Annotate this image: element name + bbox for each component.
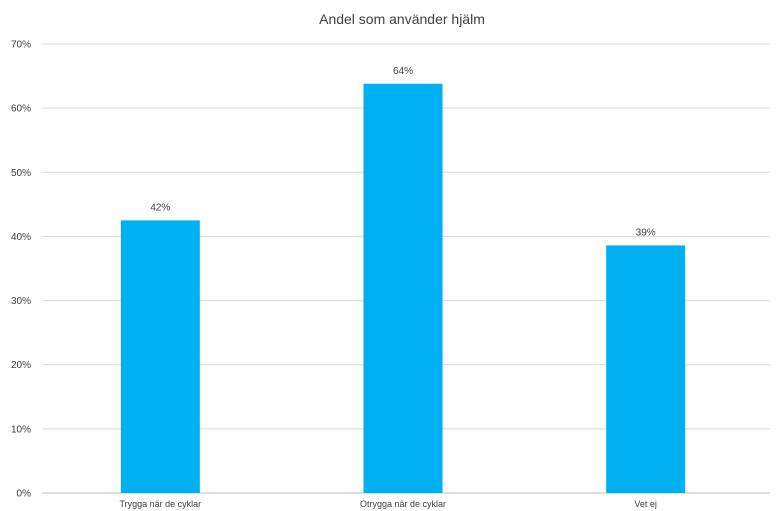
x-category-label: Vet ej bbox=[634, 499, 657, 509]
y-tick-label: 30% bbox=[11, 296, 31, 307]
data-label: 42% bbox=[150, 202, 170, 213]
chart-title: Andel som använder hjälm bbox=[319, 11, 485, 27]
data-labels: 42% 64% 39% bbox=[150, 66, 655, 239]
bar bbox=[120, 220, 200, 493]
x-axis-categories: Trygga när de cyklar Otrygga när de cykla… bbox=[119, 499, 656, 509]
x-category-label: Otrygga när de cyklar bbox=[360, 499, 446, 509]
y-tick-label: 40% bbox=[11, 232, 31, 243]
data-label: 64% bbox=[393, 66, 413, 77]
y-tick-label: 0% bbox=[17, 489, 32, 500]
y-axis-ticks: 0% 10% 20% 30% 40% 50% 60% 70% bbox=[11, 40, 31, 500]
bars bbox=[120, 83, 686, 494]
x-category-label: Trygga när de cyklar bbox=[119, 499, 201, 509]
data-label: 39% bbox=[636, 227, 656, 238]
y-tick-label: 10% bbox=[11, 424, 31, 435]
bar bbox=[363, 83, 443, 494]
y-tick-label: 70% bbox=[11, 40, 31, 51]
y-tick-label: 20% bbox=[11, 360, 31, 371]
bar bbox=[606, 245, 686, 493]
y-tick-label: 60% bbox=[11, 104, 31, 115]
y-tick-label: 50% bbox=[11, 168, 31, 179]
